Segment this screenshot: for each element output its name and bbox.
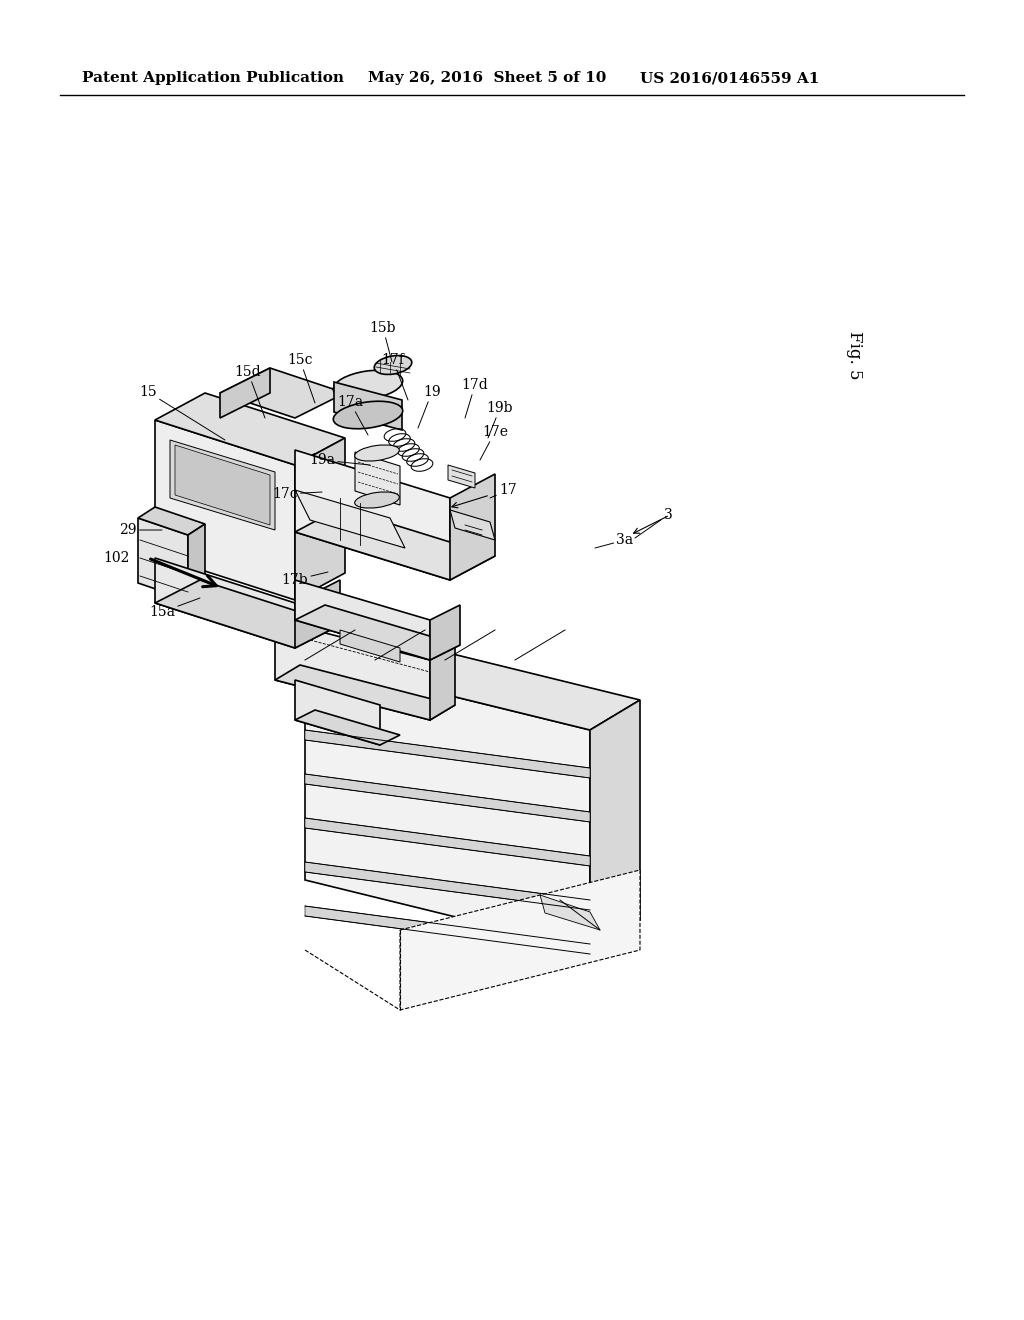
Polygon shape bbox=[305, 730, 590, 777]
Text: 3: 3 bbox=[635, 508, 673, 539]
Polygon shape bbox=[450, 510, 495, 540]
Polygon shape bbox=[295, 680, 380, 744]
Polygon shape bbox=[305, 818, 590, 866]
Polygon shape bbox=[305, 906, 590, 954]
Text: Patent Application Publication: Patent Application Publication bbox=[82, 71, 344, 84]
Polygon shape bbox=[295, 490, 406, 548]
Polygon shape bbox=[155, 579, 340, 648]
Polygon shape bbox=[155, 420, 295, 601]
Text: 17a: 17a bbox=[337, 395, 368, 436]
Polygon shape bbox=[295, 605, 460, 660]
Polygon shape bbox=[295, 579, 430, 660]
Text: May 26, 2016  Sheet 5 of 10: May 26, 2016 Sheet 5 of 10 bbox=[368, 71, 606, 84]
Polygon shape bbox=[540, 895, 600, 931]
Polygon shape bbox=[295, 579, 340, 648]
Text: 102: 102 bbox=[103, 550, 130, 565]
Polygon shape bbox=[155, 393, 345, 465]
Polygon shape bbox=[355, 451, 400, 506]
Polygon shape bbox=[188, 524, 205, 601]
Text: 15d: 15d bbox=[234, 366, 265, 418]
Text: 15c: 15c bbox=[288, 352, 315, 403]
Polygon shape bbox=[340, 630, 400, 663]
Polygon shape bbox=[305, 630, 640, 730]
Polygon shape bbox=[430, 605, 460, 660]
Polygon shape bbox=[295, 710, 400, 744]
Ellipse shape bbox=[333, 371, 402, 400]
Polygon shape bbox=[305, 660, 590, 950]
Polygon shape bbox=[400, 870, 640, 1010]
Polygon shape bbox=[220, 368, 345, 418]
Polygon shape bbox=[295, 438, 345, 601]
Text: 17b: 17b bbox=[282, 572, 328, 587]
Text: 17d: 17d bbox=[462, 378, 488, 418]
Polygon shape bbox=[175, 445, 270, 525]
Text: 19a: 19a bbox=[309, 453, 370, 467]
Polygon shape bbox=[449, 465, 475, 488]
Text: 15a: 15a bbox=[150, 598, 200, 619]
Text: 15: 15 bbox=[139, 385, 225, 440]
Text: 3a: 3a bbox=[595, 533, 634, 548]
Ellipse shape bbox=[374, 355, 412, 375]
Ellipse shape bbox=[354, 492, 399, 508]
Polygon shape bbox=[334, 381, 402, 430]
Text: 17: 17 bbox=[490, 483, 517, 498]
Polygon shape bbox=[170, 440, 275, 531]
Polygon shape bbox=[138, 517, 188, 601]
Text: Fig. 5: Fig. 5 bbox=[847, 331, 863, 379]
Text: 15b: 15b bbox=[370, 321, 396, 362]
Ellipse shape bbox=[333, 401, 402, 429]
Text: 17c: 17c bbox=[272, 487, 322, 502]
Polygon shape bbox=[275, 620, 430, 719]
Polygon shape bbox=[305, 774, 590, 822]
Ellipse shape bbox=[354, 445, 399, 461]
Polygon shape bbox=[155, 558, 295, 648]
Text: 17e: 17e bbox=[480, 425, 508, 459]
Polygon shape bbox=[275, 665, 455, 719]
Polygon shape bbox=[450, 474, 495, 579]
Text: 29: 29 bbox=[119, 523, 162, 537]
Polygon shape bbox=[305, 862, 590, 909]
Text: 17f: 17f bbox=[382, 352, 408, 400]
Polygon shape bbox=[138, 507, 205, 535]
Polygon shape bbox=[295, 508, 495, 579]
Polygon shape bbox=[430, 645, 455, 719]
Polygon shape bbox=[590, 700, 640, 950]
Text: 19: 19 bbox=[418, 385, 440, 428]
Polygon shape bbox=[220, 368, 270, 418]
Polygon shape bbox=[295, 450, 450, 579]
Text: US 2016/0146559 A1: US 2016/0146559 A1 bbox=[640, 71, 819, 84]
Text: 19b: 19b bbox=[486, 401, 513, 438]
